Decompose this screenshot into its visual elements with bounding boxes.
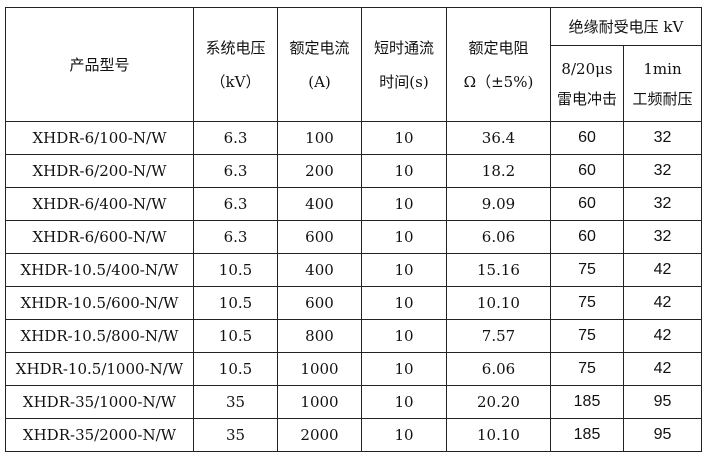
header-system-voltage: 系统电压 （kV） xyxy=(193,7,278,122)
cell-lightning: 75 xyxy=(550,319,624,353)
cell-power-freq: 32 xyxy=(623,154,702,188)
cell-rated-current: 100 xyxy=(277,121,362,155)
cell-model: XHDR-10.5/800-N/W xyxy=(5,319,194,353)
cell-short-time: 10 xyxy=(361,253,447,287)
cell-rated-resistance: 7.57 xyxy=(446,319,551,353)
cell-short-time: 10 xyxy=(361,418,447,452)
cell-rated-current: 400 xyxy=(277,253,362,287)
cell-short-time: 10 xyxy=(361,319,447,353)
cell-short-time: 10 xyxy=(361,154,447,188)
cell-rated-current: 2000 xyxy=(277,418,362,452)
cell-power-freq: 32 xyxy=(623,187,702,221)
cell-power-freq: 32 xyxy=(623,220,702,254)
cell-system-voltage: 10.5 xyxy=(193,352,278,386)
cell-power-freq: 42 xyxy=(623,319,702,353)
cell-short-time: 10 xyxy=(361,187,447,221)
table-row: XHDR-6/600-N/W 6.3 600 10 6.06 60 32 xyxy=(5,220,702,254)
header-model: 产品型号 xyxy=(5,7,194,122)
cell-model: XHDR-10.5/400-N/W xyxy=(5,253,194,287)
table-row: XHDR-6/200-N/W 6.3 200 10 18.2 60 32 xyxy=(5,154,702,188)
cell-system-voltage: 6.3 xyxy=(193,121,278,155)
header-rated-resistance: 额定电阻 Ω（±5%) xyxy=(446,7,551,122)
cell-lightning: 60 xyxy=(550,121,624,155)
header-insulation-group: 绝缘耐受电压 kV xyxy=(550,7,702,46)
cell-lightning: 75 xyxy=(550,352,624,386)
cell-power-freq: 42 xyxy=(623,253,702,287)
cell-lightning: 60 xyxy=(550,220,624,254)
cell-rated-resistance: 10.10 xyxy=(446,286,551,320)
table-row: XHDR-6/100-N/W 6.3 100 10 36.4 60 32 xyxy=(5,121,702,155)
cell-model: XHDR-35/2000-N/W xyxy=(5,418,194,452)
cell-lightning: 60 xyxy=(550,154,624,188)
cell-rated-resistance: 6.06 xyxy=(446,220,551,254)
cell-power-freq: 95 xyxy=(623,418,702,452)
cell-system-voltage: 6.3 xyxy=(193,220,278,254)
cell-power-freq: 42 xyxy=(623,352,702,386)
cell-short-time: 10 xyxy=(361,385,447,419)
cell-rated-resistance: 36.4 xyxy=(446,121,551,155)
cell-rated-resistance: 15.16 xyxy=(446,253,551,287)
cell-short-time: 10 xyxy=(361,220,447,254)
cell-rated-current: 1000 xyxy=(277,385,362,419)
cell-lightning: 185 xyxy=(550,418,624,452)
cell-model: XHDR-6/400-N/W xyxy=(5,187,194,221)
cell-system-voltage: 35 xyxy=(193,385,278,419)
cell-lightning: 185 xyxy=(550,385,624,419)
header-rated-current: 额定电流 (A) xyxy=(277,7,362,122)
cell-rated-resistance: 20.20 xyxy=(446,385,551,419)
table-row: XHDR-10.5/400-N/W 10.5 400 10 15.16 75 42 xyxy=(5,253,702,287)
table-row: XHDR-35/2000-N/W 35 2000 10 10.10 185 95 xyxy=(5,418,702,452)
cell-rated-resistance: 9.09 xyxy=(446,187,551,221)
cell-system-voltage: 6.3 xyxy=(193,187,278,221)
product-spec-table: 产品型号 系统电压 （kV） 额定电流 (A) 短时通流 时间(s) 额定电阻 Ω（±5… xyxy=(5,7,702,452)
header-lightning: 8/20μs 雷电冲击 xyxy=(550,45,624,122)
cell-rated-current: 800 xyxy=(277,319,362,353)
cell-rated-current: 200 xyxy=(277,154,362,188)
table-row: XHDR-10.5/600-N/W 10.5 600 10 10.10 75 42 xyxy=(5,286,702,320)
header-power-freq: 1min 工频耐压 xyxy=(623,45,702,122)
cell-power-freq: 32 xyxy=(623,121,702,155)
cell-rated-resistance: 10.10 xyxy=(446,418,551,452)
table-row: XHDR-10.5/800-N/W 10.5 800 10 7.57 75 42 xyxy=(5,319,702,353)
table-row: XHDR-6/400-N/W 6.3 400 10 9.09 60 32 xyxy=(5,187,702,221)
cell-lightning: 60 xyxy=(550,187,624,221)
cell-lightning: 75 xyxy=(550,286,624,320)
cell-rated-current: 600 xyxy=(277,286,362,320)
cell-rated-resistance: 6.06 xyxy=(446,352,551,386)
cell-system-voltage: 10.5 xyxy=(193,319,278,353)
cell-short-time: 10 xyxy=(361,286,447,320)
cell-model: XHDR-6/100-N/W xyxy=(5,121,194,155)
cell-power-freq: 95 xyxy=(623,385,702,419)
cell-rated-resistance: 18.2 xyxy=(446,154,551,188)
table-row: XHDR-35/1000-N/W 35 1000 10 20.20 185 95 xyxy=(5,385,702,419)
cell-lightning: 75 xyxy=(550,253,624,287)
cell-short-time: 10 xyxy=(361,121,447,155)
header-short-time: 短时通流 时间(s) xyxy=(361,7,447,122)
cell-system-voltage: 35 xyxy=(193,418,278,452)
cell-system-voltage: 6.3 xyxy=(193,154,278,188)
table-row: XHDR-10.5/1000-N/W 10.5 1000 10 6.06 75 42 xyxy=(5,352,702,386)
cell-rated-current: 1000 xyxy=(277,352,362,386)
cell-system-voltage: 10.5 xyxy=(193,253,278,287)
cell-power-freq: 42 xyxy=(623,286,702,320)
cell-model: XHDR-6/600-N/W xyxy=(5,220,194,254)
cell-model: XHDR-10.5/600-N/W xyxy=(5,286,194,320)
cell-model: XHDR-10.5/1000-N/W xyxy=(5,352,194,386)
cell-system-voltage: 10.5 xyxy=(193,286,278,320)
cell-model: XHDR-35/1000-N/W xyxy=(5,385,194,419)
cell-model: XHDR-6/200-N/W xyxy=(5,154,194,188)
cell-rated-current: 600 xyxy=(277,220,362,254)
cell-short-time: 10 xyxy=(361,352,447,386)
cell-rated-current: 400 xyxy=(277,187,362,221)
